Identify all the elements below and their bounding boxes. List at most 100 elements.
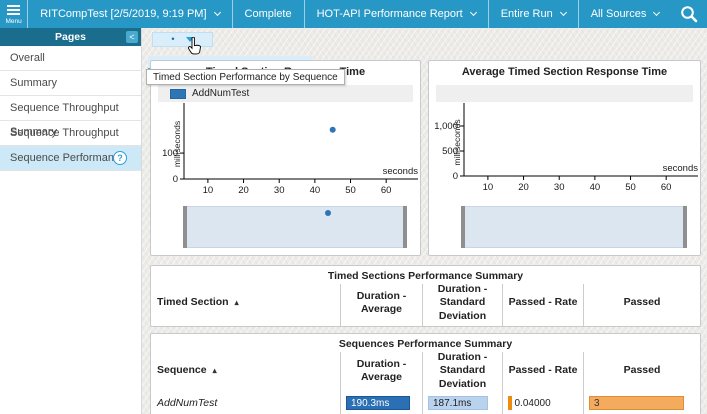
search-button[interactable] xyxy=(671,0,707,28)
chevron-down-icon xyxy=(559,8,567,17)
plot-canvas[interactable]: 10 20 30 40 50 60 0 500 1,000 seconds milliseconds xyxy=(429,101,702,201)
sidebar-item-sequence-throughput[interactable]: Sequence Throughput xyxy=(0,121,141,146)
chart-panel-timed-section-response-time: Timed Section Response Time AddNumTest 1… xyxy=(150,60,421,256)
legend: AddNumTest xyxy=(158,85,413,102)
svg-text:seconds: seconds xyxy=(383,166,419,177)
svg-text:0: 0 xyxy=(173,174,178,185)
section-selector-dropdown[interactable]: • xyxy=(152,32,213,47)
svg-text:20: 20 xyxy=(518,182,529,193)
hamburger-icon xyxy=(7,3,21,17)
chevron-down-icon xyxy=(469,8,477,17)
svg-text:10: 10 xyxy=(483,182,494,193)
table: Timed Section ▴ Duration - Average Durat… xyxy=(151,283,700,326)
svg-text:50: 50 xyxy=(345,185,356,196)
svg-text:milliseconds: milliseconds xyxy=(172,121,182,167)
table-panel-sequences-summary: Sequences Performance Summary Sequence ▴… xyxy=(150,333,701,414)
sort-asc-icon: ▴ xyxy=(234,298,239,307)
table: Sequence ▴ AddNumTest Duration - Average… xyxy=(151,351,700,414)
svg-text:100: 100 xyxy=(162,148,178,159)
column-header-passed[interactable]: Passed xyxy=(623,296,661,309)
legend-item[interactable]: AddNumTest xyxy=(192,88,250,99)
column-header-duration-stddev[interactable]: Duration - Standard Deviation xyxy=(437,283,488,322)
range-handle-right[interactable] xyxy=(683,206,687,248)
hand-cursor-icon xyxy=(187,37,201,55)
column-header-duration-average[interactable]: Duration - Average xyxy=(356,357,407,383)
run-selector[interactable]: RITCompTest [2/5/2019, 9:19 PM] xyxy=(28,0,233,28)
report-selector[interactable]: HOT-API Performance Report xyxy=(305,0,489,28)
range-handle-right[interactable] xyxy=(403,206,407,248)
run-selector-label: RITCompTest [2/5/2019, 9:19 PM] xyxy=(40,8,207,20)
table-title: Sequences Performance Summary xyxy=(338,338,513,350)
report-selector-label: HOT-API Performance Report xyxy=(316,8,463,20)
chevron-down-icon xyxy=(653,8,661,17)
legend-swatch xyxy=(170,88,186,99)
legend xyxy=(436,85,693,102)
column-header-sequence[interactable]: Sequence ▴ xyxy=(157,364,217,377)
chart-title: Average Timed Section Response Time xyxy=(461,66,668,78)
svg-text:milliseconds: milliseconds xyxy=(452,119,462,165)
sidebar-title: Pages xyxy=(55,31,86,43)
svg-text:40: 40 xyxy=(590,182,601,193)
passed-rate-bar xyxy=(508,396,512,410)
svg-text:500: 500 xyxy=(442,146,458,157)
duration-average-bar: 190.3ms xyxy=(346,396,410,410)
column-header-duration-average[interactable]: Duration - Average xyxy=(356,289,407,315)
chevron-down-icon xyxy=(185,37,194,42)
sort-asc-icon: ▴ xyxy=(212,366,217,375)
main-content: • • Timed Section Performance by Sequenc… xyxy=(142,28,707,414)
range-handle-left[interactable] xyxy=(183,206,187,248)
range-selector[interactable] xyxy=(461,206,687,248)
status-badge: Complete xyxy=(233,0,305,28)
cell-passed-rate: 0.04000 xyxy=(503,394,583,412)
svg-text:10: 10 xyxy=(203,185,214,196)
table-title: Timed Sections Performance Summary xyxy=(327,270,524,282)
svg-text:60: 60 xyxy=(381,185,392,196)
column-header-passed[interactable]: Passed xyxy=(623,364,661,377)
cell-sequence-name: AddNumTest xyxy=(157,397,218,409)
help-icon[interactable]: ? xyxy=(113,151,127,165)
column-header-timed-section[interactable]: Timed Section ▴ xyxy=(157,296,239,309)
cell-passed: 3 xyxy=(584,394,700,412)
search-icon xyxy=(681,6,698,23)
plot-canvas[interactable]: 10 20 30 40 50 60 0 100 seconds milliseconds xyxy=(151,101,422,201)
column-header-passed-rate[interactable]: Passed - Rate xyxy=(508,364,578,377)
chart-panel-average-timed-section-response-time: Average Timed Section Response Time 10 20… xyxy=(428,60,701,256)
sources-selector[interactable]: All Sources xyxy=(579,0,672,28)
svg-text:seconds: seconds xyxy=(663,163,699,174)
scope-selector-label: Entire Run xyxy=(500,8,553,20)
svg-text:60: 60 xyxy=(661,182,672,193)
menu-label: Menu xyxy=(5,18,22,25)
cell-duration-stddev: 187.1ms xyxy=(423,394,502,412)
sources-selector-label: All Sources xyxy=(590,8,647,20)
passed-bar: 3 xyxy=(589,396,685,410)
collapse-sidebar-button[interactable]: < xyxy=(126,31,138,43)
top-bar: Menu RITCompTest [2/5/2019, 9:19 PM] Com… xyxy=(0,0,707,28)
sidebar-header: Pages < xyxy=(0,28,141,46)
sidebar-item-summary[interactable]: Summary xyxy=(0,71,141,96)
scope-selector[interactable]: Entire Run xyxy=(489,0,579,28)
range-handle-left[interactable] xyxy=(461,206,465,248)
table-panel-timed-sections-summary: Timed Sections Performance Summary Timed… xyxy=(150,265,701,327)
menu-button[interactable]: Menu xyxy=(0,0,29,28)
option-tooltip: Timed Section Performance by Sequence xyxy=(146,69,345,85)
section-dot-icon: • xyxy=(171,34,175,44)
svg-text:50: 50 xyxy=(625,182,636,193)
sidebar: Pages < Overall Summary Sequence Through… xyxy=(0,28,142,414)
svg-text:30: 30 xyxy=(554,182,565,193)
chevron-down-icon xyxy=(213,8,221,17)
sidebar-item-overall[interactable]: Overall xyxy=(0,46,141,71)
column-header-duration-stddev[interactable]: Duration - Standard Deviation xyxy=(437,351,488,390)
svg-text:40: 40 xyxy=(310,185,321,196)
range-selector[interactable] xyxy=(183,206,407,248)
svg-text:0: 0 xyxy=(453,171,458,182)
svg-text:30: 30 xyxy=(274,185,285,196)
cell-duration-average: 190.3ms xyxy=(341,394,422,412)
svg-text:1,000: 1,000 xyxy=(434,121,458,132)
selector-data-dot xyxy=(324,210,331,216)
svg-text:20: 20 xyxy=(238,185,249,196)
column-header-passed-rate[interactable]: Passed - Rate xyxy=(508,296,578,309)
duration-stddev-bar: 187.1ms xyxy=(428,396,489,410)
sidebar-item-sequence-performance[interactable]: Sequence Performance ? xyxy=(0,146,141,171)
sidebar-item-sequence-throughput-summary[interactable]: Sequence Throughput Summary xyxy=(0,96,141,138)
